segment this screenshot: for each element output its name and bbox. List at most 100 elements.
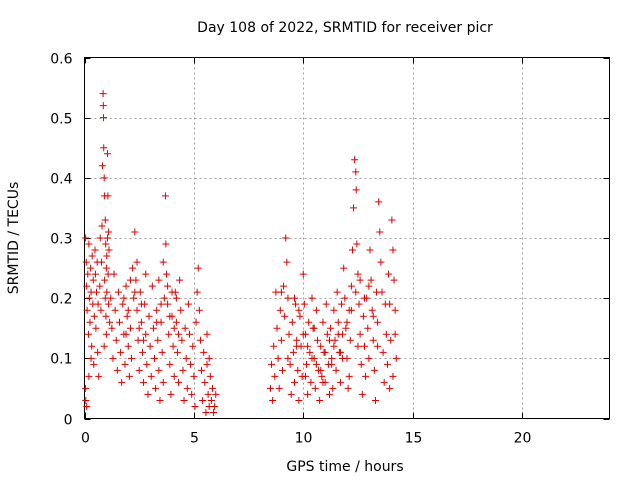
data-point [326,390,333,398]
data-point [206,372,214,380]
data-point [319,318,327,326]
data-point [294,366,302,374]
data-point [323,330,331,338]
data-point [287,390,295,398]
data-point [274,354,282,362]
data-point [82,396,90,404]
grid [84,57,610,419]
data-point [135,324,143,332]
data-point [352,186,360,194]
data-point [356,276,364,284]
data-point [351,156,359,164]
data-point [303,360,311,368]
data-point [266,384,274,392]
data-point [365,354,373,362]
data-point [83,402,91,410]
data-point [99,90,107,98]
data-point [277,288,285,296]
data-point [155,366,163,374]
data-point [157,300,165,308]
data-point [361,342,368,350]
data-point [82,234,90,242]
data-point [379,348,387,356]
data-point [137,318,145,326]
data-point [194,264,202,272]
data-point [208,384,216,392]
data-point [155,276,163,284]
y-tick-label: 0.5 [50,112,72,128]
data-point [82,384,90,392]
x-tick-label: 5 [190,431,199,447]
data-point [133,306,141,314]
data-point [342,324,350,332]
data-point [193,288,201,296]
data-point [201,378,209,386]
data-point [172,294,180,302]
data-point [376,228,384,236]
data-point [370,366,378,374]
data-point [202,408,210,416]
data-point [367,276,375,284]
data-point [96,282,104,290]
data-point [164,282,172,290]
data-point [386,300,394,308]
data-point [330,342,338,350]
data-point [100,174,108,182]
data-point [100,342,108,350]
data-point [165,330,173,338]
data-point [172,318,180,326]
data-point [92,324,100,332]
data-point [93,288,101,296]
data-point [184,300,192,308]
data-point [128,354,136,362]
data-point [105,228,113,236]
data-point [348,246,356,254]
data-point [94,348,102,356]
x-tick-label: 20 [514,431,532,447]
data-point [200,348,208,356]
data-point [88,252,96,260]
data-point [104,270,112,278]
x-axis-label: GPS time / hours [286,459,403,475]
data-point [269,396,277,404]
data-point [145,312,153,320]
data-point [140,336,148,344]
data-point [380,378,388,386]
data-point [286,360,294,368]
data-point [187,360,195,368]
data-point [99,102,107,110]
data-point [317,366,325,374]
data-point [347,306,355,314]
data-point [198,366,206,374]
data-point [83,282,91,290]
data-point [341,294,349,302]
data-point [334,318,342,326]
data-point [109,354,117,362]
data-series [82,90,400,416]
data-point [138,348,146,356]
data-point [369,336,377,344]
data-point [377,258,385,266]
data-point [271,372,279,380]
data-point [292,300,300,308]
data-point [183,384,191,392]
data-point [175,330,183,338]
data-point [358,390,366,398]
data-point [156,396,164,404]
data-point [285,330,293,338]
data-point [82,258,90,266]
data-point [140,378,148,386]
data-point [121,360,129,368]
y-tick-label: 0.6 [50,52,72,68]
data-point [84,330,92,338]
data-point [343,318,351,326]
data-point [104,192,112,200]
data-point [124,342,132,350]
data-point [190,372,198,380]
data-point [299,330,307,338]
data-point [173,348,181,356]
data-point [385,270,393,278]
data-point [295,306,303,314]
data-point [102,330,110,338]
